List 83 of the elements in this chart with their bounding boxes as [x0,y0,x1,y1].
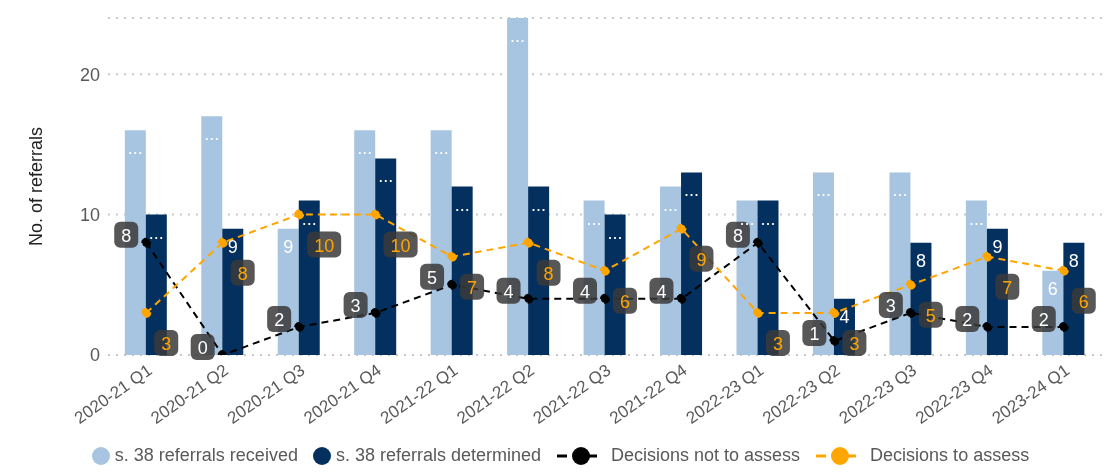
data-label: 3 [161,333,172,354]
data-label: 8 [237,263,248,284]
point [523,293,534,304]
data-label: 10 [390,235,411,256]
legend-label: Decisions to assess [870,445,1030,466]
data-label: ... [510,26,526,46]
data-label: ... [815,180,831,201]
data-label: 2 [274,309,285,330]
data-label: 2 [962,309,973,330]
data-label: 3 [350,295,361,316]
data-label: 2 [1038,309,1049,330]
data-label: ... [357,138,373,159]
data-label: 7 [1002,277,1013,298]
point [600,293,610,304]
data-label: 8 [543,263,554,284]
data-label: ... [663,194,679,215]
point [447,251,458,262]
y-axis-title: No. of referrals [26,126,47,247]
data-label: 9 [696,249,707,270]
data-label: ... [433,138,449,159]
point [1058,321,1069,332]
data-label: 8 [1068,250,1079,271]
data-label: ... [454,194,470,215]
point [370,307,381,318]
point [294,321,305,332]
data-label: 6 [619,291,631,312]
data-label: 3 [772,333,783,354]
data-label: 7 [467,277,478,298]
point [141,307,152,318]
data-label: 4 [579,281,591,302]
point [905,279,916,290]
legend-label: s. 38 referrals received [114,445,298,466]
point [752,237,763,248]
data-label: 3 [885,295,896,316]
data-label: 8 [915,250,926,271]
data-label: 3 [849,333,860,354]
data-label: ... [760,208,776,229]
data-label: 4 [656,281,667,302]
data-label: 9 [283,236,294,257]
y-tick-label: 20 [79,64,100,85]
point [676,223,687,234]
point [294,209,305,220]
point [447,279,458,290]
data-label: ... [204,124,220,145]
data-label: 9 [227,236,238,257]
point [370,209,381,220]
point [1058,265,1069,276]
point [141,237,152,248]
data-label: ... [892,180,908,201]
y-tick-label: 10 [79,204,100,225]
data-label: ... [531,194,547,215]
data-label: 8 [121,225,132,246]
point [600,265,610,276]
data-label: 0 [197,338,208,358]
point [829,307,840,318]
y-tick-label: 0 [89,345,100,366]
data-label: 5 [427,267,438,288]
point [905,307,916,318]
data-label: 10 [314,235,335,256]
data-label: 1 [809,323,820,344]
data-label: ... [684,180,700,201]
data-label: ... [607,222,623,243]
data-label: 5 [925,305,936,326]
data-label: ... [148,222,164,243]
data-label: ... [301,208,317,229]
point [523,237,534,248]
data-label: ... [378,166,394,187]
point [752,307,763,318]
legend-label: Decisions not to assess [611,445,801,466]
point [676,293,687,304]
data-label: 6 [1078,291,1089,312]
point [217,237,228,248]
data-label: 9 [992,236,1003,257]
point [982,251,993,262]
data-label: ... [968,208,984,229]
point [829,335,840,346]
data-label: 4 [839,306,850,327]
data-label: ... [586,208,602,229]
data-label: 6 [1047,278,1058,299]
data-label: 4 [503,281,514,302]
point [982,321,993,332]
data-label: ... [127,138,143,159]
legend-label: s. 38 referrals determined [335,445,541,466]
